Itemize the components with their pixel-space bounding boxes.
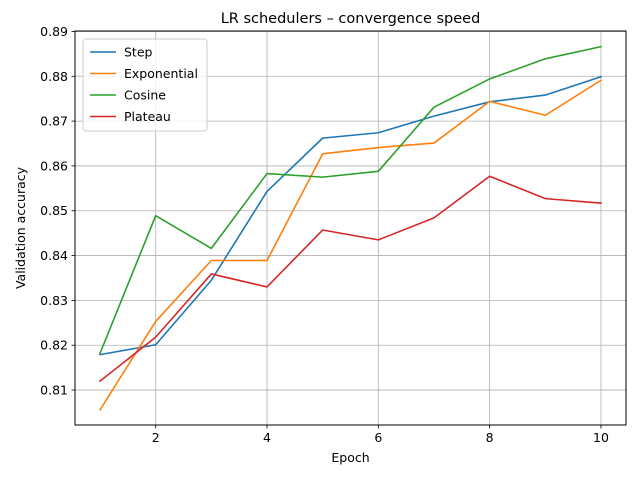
y-tick-label: 0.86 xyxy=(40,158,68,173)
y-axis-label: Validation accuracy xyxy=(13,166,28,289)
series-lines xyxy=(98,45,603,411)
axis-ticks: 2 4 6 8 10 0.81 0.82 0.83 0.84 0.85 0.86 0.87 0.88 0.… xyxy=(40,24,609,445)
y-tick-label: 0.83 xyxy=(40,293,68,308)
y-tick-label: 0.87 xyxy=(40,114,68,129)
x-axis-label: Epoch xyxy=(331,450,369,465)
y-tick-label: 0.89 xyxy=(40,24,68,39)
legend-label-exponential: Exponential xyxy=(124,66,198,81)
y-tick-label: 0.82 xyxy=(40,338,68,353)
x-tick-label: 4 xyxy=(263,430,271,445)
x-tick-label: 6 xyxy=(374,430,382,445)
series-line-step xyxy=(99,75,602,356)
series-line-plateau xyxy=(98,175,602,383)
legend-label-plateau: Plateau xyxy=(124,109,171,124)
legend: Step Exponential Cosine Plateau xyxy=(82,38,208,132)
chart-title: LR schedulers – convergence speed xyxy=(221,11,481,27)
series-line-cosine xyxy=(99,45,602,355)
legend-label-cosine: Cosine xyxy=(124,88,166,103)
series-line-exponential xyxy=(98,79,603,411)
y-tick-label: 0.85 xyxy=(40,203,68,218)
x-tick-label: 10 xyxy=(593,430,609,445)
legend-box xyxy=(82,38,208,132)
x-tick-label: 2 xyxy=(152,430,160,445)
y-tick-label: 0.88 xyxy=(40,69,68,84)
y-tick-label: 0.81 xyxy=(40,383,68,398)
legend-label-step: Step xyxy=(124,45,153,60)
x-tick-label: 8 xyxy=(486,430,494,445)
plot-frame xyxy=(74,30,627,426)
y-tick-label: 0.84 xyxy=(40,248,68,263)
